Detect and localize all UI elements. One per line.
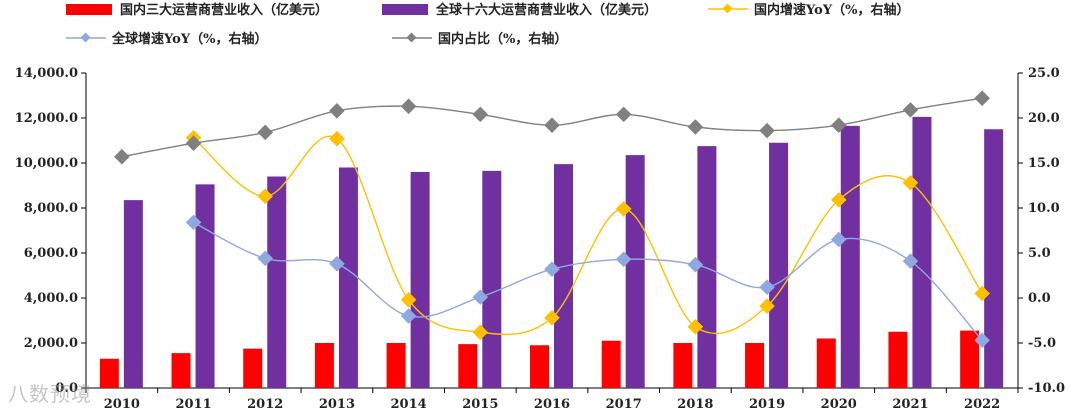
legend-marker-domestic-yoy — [722, 3, 733, 14]
x-tick-label: 2014 — [391, 397, 427, 412]
legend-label-domestic-revenue: 国内三大运营商营业收入（亿美元） — [120, 2, 328, 18]
watermark: 八数预境 — [8, 382, 92, 406]
marker-global-yoy — [830, 231, 847, 248]
bar-global-revenue — [338, 167, 358, 388]
bar-global-revenue — [123, 200, 143, 388]
x-tick-label: 2011 — [175, 397, 211, 412]
bar-domestic-revenue — [243, 348, 263, 388]
bar-domestic-revenue — [386, 343, 406, 388]
y-right-tick-label: 10.0 — [1028, 201, 1060, 216]
bar-domestic-revenue — [530, 345, 549, 388]
marker-domestic-share — [759, 122, 775, 139]
x-tick-label: 2018 — [677, 397, 713, 412]
bar-domestic-revenue — [458, 344, 478, 388]
bar-domestic-revenue — [888, 331, 908, 388]
legend-marker-domestic-share — [406, 32, 417, 43]
y-left-tick-label: 12,000.0 — [15, 111, 78, 126]
marker-domestic-share — [400, 98, 417, 115]
x-tick-label: 2015 — [462, 397, 498, 412]
marker-domestic-share — [615, 106, 632, 123]
axes: 0.0 2,000.0 4,000.0 6,000.0 8,000.0 10,000.0 1… — [15, 66, 1065, 412]
bar-global-revenue — [482, 170, 502, 388]
y-right-tick-label: -5.0 — [1028, 336, 1056, 351]
y-right-tick-label: -10.0 — [1028, 381, 1065, 396]
bar-global-revenue — [410, 172, 430, 388]
x-tick-label: 2020 — [821, 397, 857, 412]
bar-domestic-revenue — [673, 343, 693, 388]
marker-domestic-share — [257, 124, 274, 141]
legend-label-global-revenue: 全球十六大运营商营业收入（亿美元） — [435, 2, 657, 18]
y-left-tick-label: 0.0 — [55, 381, 78, 396]
bar-domestic-revenue — [171, 353, 191, 388]
marker-domestic-yoy — [257, 188, 274, 205]
legend-label-domestic-yoy: 国内增速YoY（%，右轴） — [754, 2, 909, 18]
x-tick-label: 2017 — [606, 397, 642, 412]
y-left-tick-label: 14,000.0 — [15, 66, 78, 81]
marker-domestic-yoy — [902, 175, 919, 191]
marker-domestic-yoy — [329, 130, 345, 147]
legend-swatch-domestic-revenue — [66, 4, 112, 15]
bar-domestic-revenue — [314, 343, 334, 388]
bar-global-revenue — [195, 184, 215, 388]
y-right-tick-label: 25.0 — [1028, 66, 1060, 81]
marker-domestic-share — [902, 102, 919, 118]
bar-global-revenue — [840, 125, 860, 388]
x-tick-label: 2021 — [892, 397, 928, 412]
legend-label-domestic-share: 国内占比（%，右轴） — [438, 31, 567, 47]
marker-global-yoy — [185, 214, 202, 231]
y-right-tick-label: 15.0 — [1028, 156, 1060, 171]
x-tick-label: 2012 — [247, 397, 283, 412]
legend: 国内三大运营商营业收入（亿美元） 全球十六大运营商营业收入（亿美元） 国内增速Y… — [66, 2, 909, 47]
marker-domestic-share — [472, 106, 489, 123]
y-left-tick-label: 6,000.0 — [24, 246, 78, 261]
marker-domestic-share — [544, 117, 560, 133]
legend-swatch-global-revenue — [382, 4, 428, 15]
bar-domestic-revenue — [601, 340, 621, 388]
bar-domestic-revenue — [99, 358, 119, 388]
bar-global-revenue — [554, 164, 573, 388]
marker-domestic-share — [687, 119, 704, 135]
y-right-tick-label: 0.0 — [1028, 291, 1051, 306]
y-right-tick-label: 20.0 — [1028, 111, 1060, 126]
y-left-tick-label: 4,000.0 — [24, 291, 78, 306]
y-left-tick-label: 10,000.0 — [15, 156, 78, 171]
bar-global-revenue — [984, 129, 1004, 388]
marker-domestic-share — [114, 148, 130, 165]
marker-domestic-share — [329, 103, 345, 119]
marker-domestic-yoy — [615, 201, 632, 217]
bar-domestic-revenue — [745, 343, 765, 388]
line-global-yoy — [193, 221, 983, 341]
x-tick-label: 2013 — [319, 397, 355, 412]
x-tick-label: 2010 — [104, 397, 140, 412]
y-right-tick-label: 5.0 — [1028, 246, 1051, 261]
bar-domestic-revenue — [960, 330, 980, 388]
bar-global-revenue — [267, 176, 287, 388]
marker-domestic-share — [185, 135, 202, 151]
x-tick-label: 2019 — [749, 397, 785, 412]
x-tick-label: 2022 — [964, 397, 1000, 412]
bar-global-revenue — [625, 155, 645, 388]
bars — [99, 116, 1004, 388]
bar-global-revenue — [769, 142, 789, 388]
marker-domestic-share — [974, 90, 990, 106]
y-left-tick-label: 8,000.0 — [24, 201, 78, 216]
legend-marker-global-yoy — [80, 32, 91, 43]
legend-label-global-yoy: 全球增速YoY（%，右轴） — [111, 31, 267, 47]
line-domestic-yoy — [193, 135, 983, 336]
bar-domestic-revenue — [816, 338, 836, 388]
marker-domestic-yoy — [830, 192, 847, 208]
y-left-tick-label: 2,000.0 — [24, 336, 78, 351]
x-tick-label: 2016 — [534, 397, 570, 412]
bar-global-revenue — [912, 116, 932, 388]
